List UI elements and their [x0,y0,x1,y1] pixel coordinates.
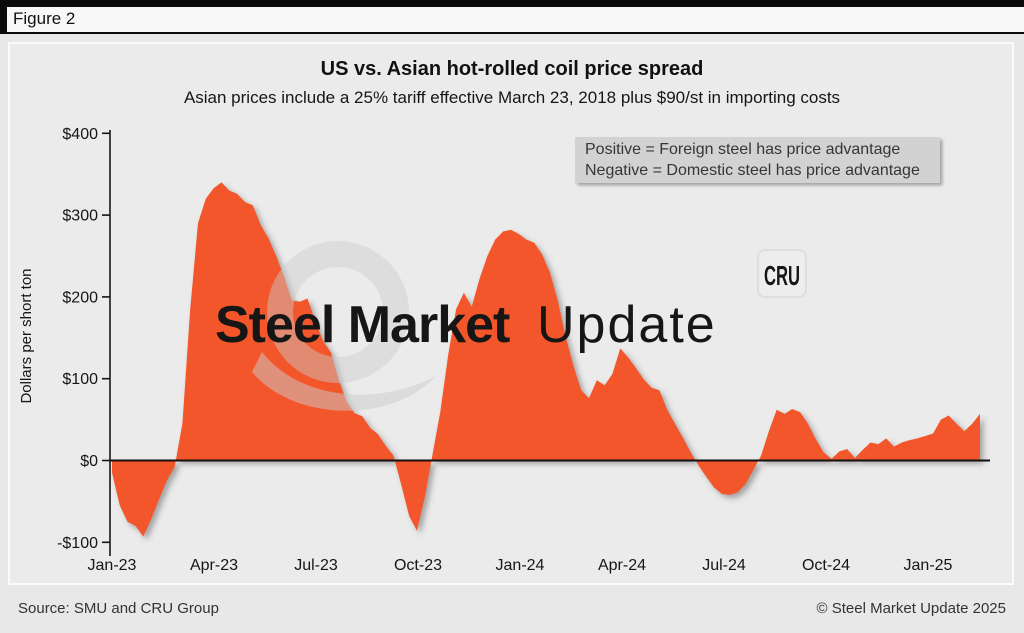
y-tick-label: $200 [62,289,98,306]
annotation-line-positive: Positive = Foreign steel has price advan… [585,141,901,158]
chart-title: US vs. Asian hot-rolled coil price sprea… [320,58,704,80]
spread-area-series [112,182,980,537]
annotation-line-negative: Negative = Domestic steel has price adva… [585,161,920,179]
watermark-ring-logo [267,241,409,383]
axes-layer: $400 $300 $200 $100 $0 -$100 Jan-23 Apr-23 Jul-2… [57,126,990,574]
x-tick-label: Oct-24 [802,557,850,574]
source-note: Source: SMU and CRU Group [18,600,219,617]
y-tick-label: $400 [62,126,98,143]
figure-label-band: Figure 2 [7,7,1024,32]
chart-subtitle: Asian prices include a 25% tariff effect… [183,88,841,107]
y-tick-label: $0 [80,453,98,470]
figure-label: Figure 2 [13,9,76,28]
series-layer [112,182,980,537]
x-tick-label: Oct-23 [394,557,442,574]
cru-logo-text: CRU [764,260,800,291]
x-tick-label: Apr-24 [598,557,646,574]
copyright-note: © Steel Market Update 2025 [816,600,1007,617]
x-tick-label: Jan-23 [88,557,137,574]
x-tick-label: Jul-24 [702,557,746,574]
figure-header-bar: Figure 2 [0,0,1024,34]
cru-logo-box [757,249,807,298]
annotation-box: Positive = Foreign steel has price advan… [575,137,940,183]
watermark-swoosh [252,352,436,411]
y-tick-label: -$100 [57,535,98,552]
y-tick-label: $300 [62,208,98,225]
y-tick-label: $100 [62,371,98,388]
x-tick-label: Jan-24 [496,557,545,574]
watermark: Steel Market Update CRU [215,241,807,411]
x-tick-label: Apr-23 [190,557,238,574]
watermark-brand-bold: Steel Market [215,296,510,354]
watermark-brand-light: Update [537,296,717,354]
x-tick-label: Jan-25 [904,557,953,574]
y-axis-title: Dollars per short ton [18,268,35,404]
x-tick-label: Jul-23 [294,557,338,574]
